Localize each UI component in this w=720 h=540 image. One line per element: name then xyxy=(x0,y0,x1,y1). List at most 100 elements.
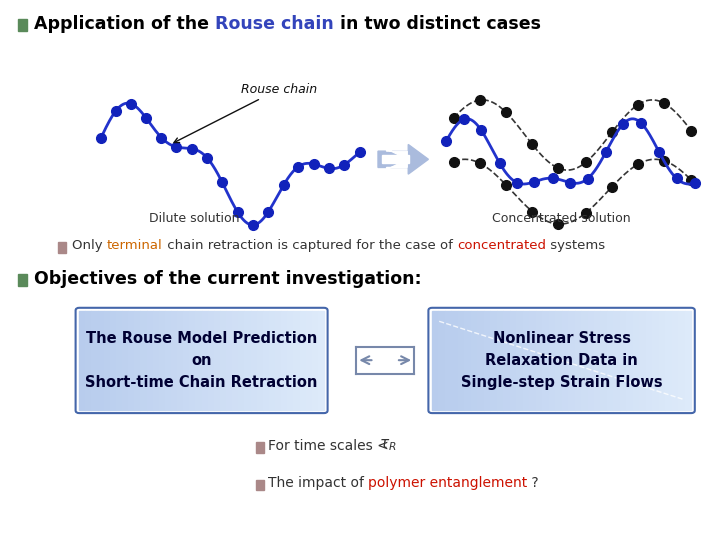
Bar xyxy=(665,310,672,410)
Text: Rouse chain: Rouse chain xyxy=(174,83,318,143)
Bar xyxy=(18,274,27,286)
Bar xyxy=(445,310,451,410)
Text: Nonlinear Stress: Nonlinear Stress xyxy=(492,332,631,346)
Bar xyxy=(516,310,523,410)
Text: Application of the: Application of the xyxy=(34,15,215,33)
FancyArrow shape xyxy=(387,149,408,170)
Bar xyxy=(263,310,269,410)
Bar xyxy=(678,310,685,410)
Text: in two distinct cases: in two distinct cases xyxy=(333,15,541,33)
Bar xyxy=(490,310,497,410)
Bar xyxy=(633,310,639,410)
Bar xyxy=(575,310,581,410)
Bar xyxy=(171,310,177,410)
Text: $\tau_R$: $\tau_R$ xyxy=(379,437,397,454)
Text: ?: ? xyxy=(528,476,539,490)
Bar xyxy=(85,310,91,410)
Bar xyxy=(214,310,220,410)
Bar xyxy=(18,19,27,31)
Bar xyxy=(79,310,85,410)
Bar xyxy=(147,310,153,410)
Bar xyxy=(294,310,300,410)
Bar xyxy=(98,310,104,410)
Bar xyxy=(116,310,122,410)
Text: Concentrated solution: Concentrated solution xyxy=(492,212,631,225)
Bar xyxy=(600,310,607,410)
Bar xyxy=(238,310,245,410)
Bar xyxy=(208,310,214,410)
Bar xyxy=(594,310,600,410)
Text: polymer entanglement: polymer entanglement xyxy=(368,476,528,490)
Bar xyxy=(646,310,652,410)
FancyArrow shape xyxy=(382,155,409,164)
Text: terminal: terminal xyxy=(107,239,163,252)
Bar xyxy=(652,310,659,410)
Bar xyxy=(510,310,516,410)
Bar xyxy=(256,442,264,453)
Bar xyxy=(232,310,238,410)
Text: on: on xyxy=(192,353,212,368)
Text: chain retraction is captured for the case of: chain retraction is captured for the cas… xyxy=(163,239,456,252)
Text: Dilute solution: Dilute solution xyxy=(149,212,240,225)
Bar xyxy=(318,310,324,410)
Text: The impact of: The impact of xyxy=(268,476,368,490)
Bar xyxy=(134,310,140,410)
Bar xyxy=(549,310,555,410)
Bar xyxy=(477,310,484,410)
Bar xyxy=(220,310,226,410)
Bar xyxy=(177,310,183,410)
Bar xyxy=(458,310,464,410)
Text: For time scales <: For time scales < xyxy=(268,438,393,453)
Bar xyxy=(312,310,318,410)
Bar xyxy=(109,310,116,410)
Bar xyxy=(536,310,542,410)
Bar xyxy=(451,310,458,410)
Bar xyxy=(484,310,490,410)
Bar xyxy=(542,310,549,410)
Bar xyxy=(275,310,282,410)
Bar xyxy=(464,310,471,410)
Bar xyxy=(497,310,503,410)
Bar xyxy=(438,310,445,410)
Bar xyxy=(251,310,257,410)
Bar xyxy=(128,310,134,410)
FancyArrow shape xyxy=(378,145,428,174)
Bar xyxy=(226,310,232,410)
Bar xyxy=(562,310,568,410)
Bar xyxy=(183,310,189,410)
Bar xyxy=(626,310,633,410)
Bar xyxy=(568,310,575,410)
Bar xyxy=(613,310,620,410)
Bar xyxy=(588,310,594,410)
Bar xyxy=(581,310,588,410)
Bar xyxy=(165,310,171,410)
Bar xyxy=(140,310,147,410)
Bar xyxy=(91,310,98,410)
Bar xyxy=(202,310,208,410)
Bar xyxy=(306,310,312,410)
Bar xyxy=(287,310,294,410)
Text: Short-time Chain Retraction: Short-time Chain Retraction xyxy=(86,375,318,389)
Bar xyxy=(153,310,159,410)
Bar xyxy=(122,310,128,410)
Bar xyxy=(607,310,613,410)
Bar xyxy=(672,310,678,410)
Bar xyxy=(256,480,264,490)
Text: concentrated: concentrated xyxy=(456,239,546,252)
Bar xyxy=(432,310,438,410)
Text: Single-step Strain Flows: Single-step Strain Flows xyxy=(461,375,662,389)
Text: The Rouse Model Prediction: The Rouse Model Prediction xyxy=(86,332,318,346)
Bar xyxy=(104,310,110,410)
Bar xyxy=(503,310,510,410)
Text: Only: Only xyxy=(72,239,107,252)
Bar xyxy=(282,310,287,410)
Bar xyxy=(555,310,562,410)
Text: systems: systems xyxy=(546,239,605,252)
Bar xyxy=(639,310,646,410)
Bar xyxy=(245,310,251,410)
Bar xyxy=(523,310,529,410)
Bar xyxy=(529,310,536,410)
Bar xyxy=(300,310,306,410)
Bar xyxy=(159,310,165,410)
Bar xyxy=(471,310,477,410)
